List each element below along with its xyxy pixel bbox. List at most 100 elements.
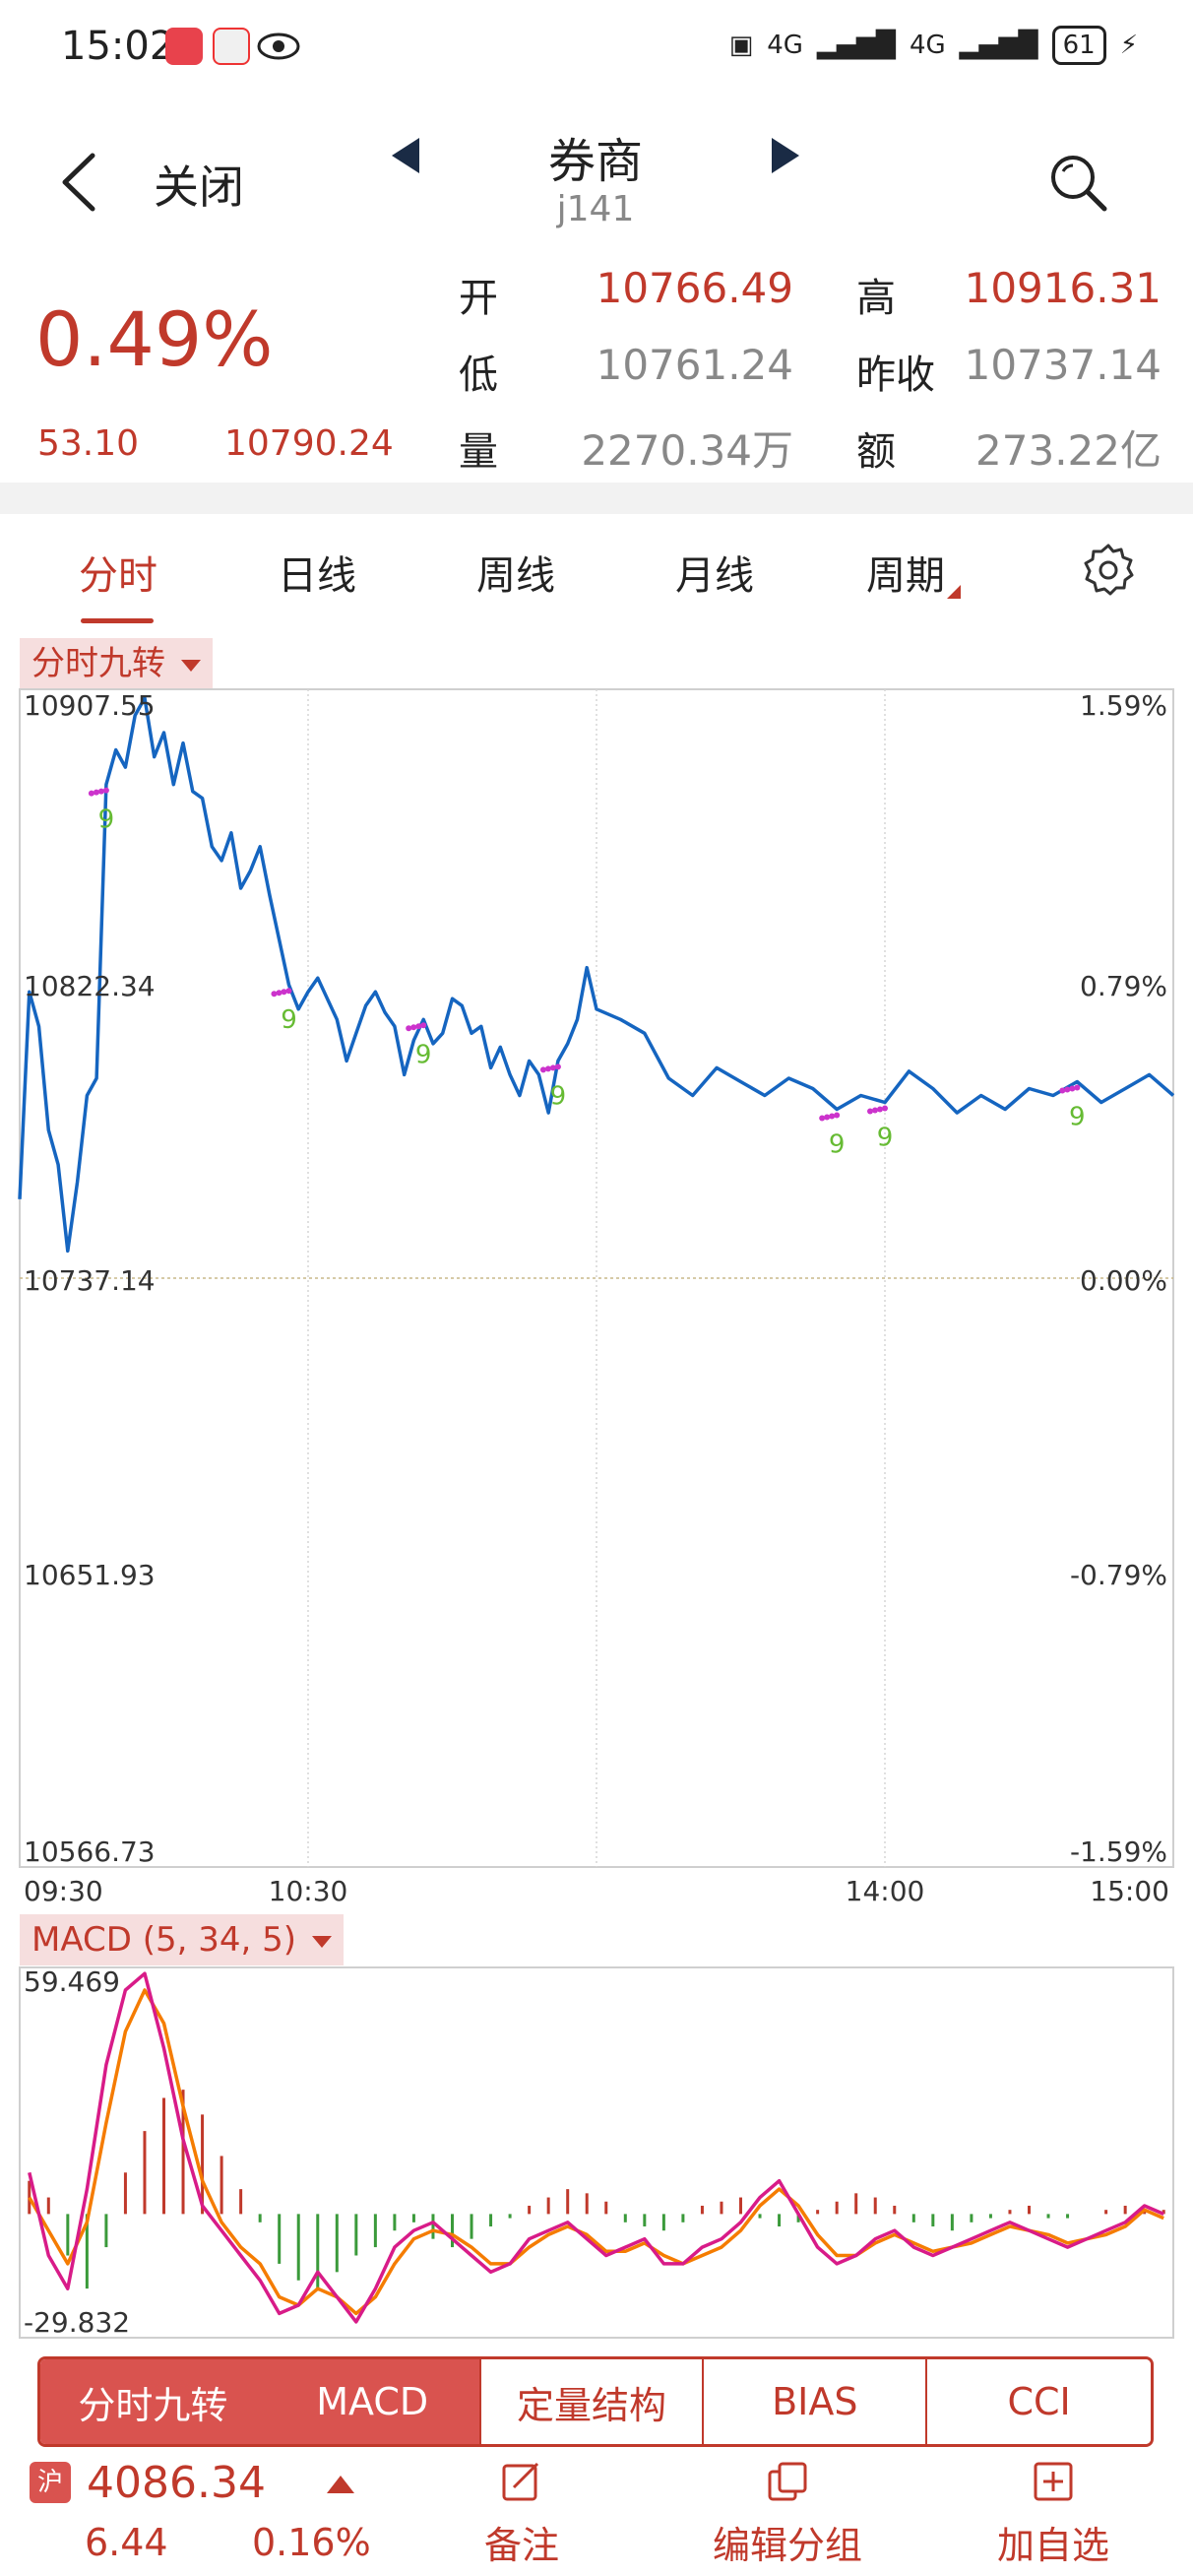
header: 关闭 券商 j141 (0, 108, 1193, 256)
nine-turn-marker: 9 (829, 1130, 846, 1160)
tab-weekly[interactable]: 周线 (476, 553, 555, 599)
signal-dot (285, 988, 292, 995)
main-indicator-label: 分时九转 (31, 644, 165, 683)
up-arrow-icon (327, 2476, 354, 2493)
signal-dot (276, 990, 283, 997)
signal-dot (1074, 1084, 1081, 1091)
tab-macd[interactable]: MACD (265, 2359, 481, 2444)
tab-nine-turn[interactable]: 分时九转 (40, 2359, 266, 2444)
price-line (18, 696, 1175, 1254)
search-icon[interactable] (1043, 148, 1112, 217)
sub-indicator-label: MACD (5, 34, 5) (31, 1920, 297, 1960)
prev-close-value: 10737.14 (964, 341, 1162, 389)
y-axis-right-tick: 0.79% (1080, 970, 1167, 1002)
next-stock-icon[interactable] (766, 132, 805, 179)
macd-dea-line (28, 1988, 1164, 2316)
signal-dot (281, 989, 287, 996)
macd-chart-grid (19, 1966, 1174, 2339)
copy-group-icon (768, 2462, 807, 2501)
signal-dot (102, 787, 109, 794)
previous-stock-icon[interactable] (386, 132, 425, 179)
eye-icon (257, 32, 300, 60)
signal-dot (93, 789, 99, 796)
macd-chart-labels: 59.469 -29.832 (24, 1965, 130, 2339)
y-axis-right-tick: 1.59% (1080, 689, 1167, 722)
open-value: 10766.49 (596, 264, 793, 312)
change-amount: 53.10 (37, 423, 140, 464)
tab-quant-structure[interactable]: 定量结构 (480, 2359, 705, 2444)
stock-code: j141 (556, 189, 635, 229)
tab-intraday[interactable]: 分时 (79, 553, 157, 599)
chevron-down-icon (181, 659, 201, 672)
signal-dot (539, 1066, 546, 1073)
app-notification-icon (165, 28, 203, 65)
change-percent: 0.49% (35, 295, 274, 383)
network-label: 4G (767, 31, 803, 60)
note-button[interactable]: 备注 (423, 2450, 620, 2569)
shanghai-badge: 沪 (30, 2462, 71, 2503)
x-axis-tick: 09:30 (24, 1875, 103, 1907)
edit-group-button[interactable]: 编辑分组 (689, 2450, 886, 2569)
main-chart-marks: 9 9 9 9 9 9 9 (18, 696, 1175, 1254)
open-label: 开 (459, 276, 498, 321)
signal-dot (872, 1107, 878, 1114)
indicator-tabs: 分时九转 MACD 定量结构 BIAS CCI (37, 2356, 1154, 2447)
tab-daily[interactable]: 日线 (278, 553, 356, 599)
signal-dot (877, 1106, 883, 1113)
tab-period[interactable]: 周期 (866, 553, 945, 599)
signal-dot (882, 1105, 888, 1112)
back-arrow-icon[interactable] (51, 148, 110, 217)
nine-turn-marker: 9 (415, 1040, 432, 1069)
sub-indicator-selector[interactable]: MACD (5, 34, 5) (20, 1914, 345, 1965)
signal-dot (420, 1022, 427, 1029)
main-indicator-selector[interactable]: 分时九转 (20, 638, 213, 689)
edit-group-label: 编辑分组 (712, 2524, 862, 2567)
add-watchlist-label: 加自选 (996, 2524, 1109, 2567)
last-price: 10790.24 (224, 423, 394, 464)
signal-dot (834, 1112, 841, 1119)
signal-dot (824, 1114, 831, 1121)
chart-canvas[interactable]: 9 9 9 9 9 9 9 10907.55 10822.34 10737.14 10651.93… (0, 0, 1193, 2344)
signal-dot (88, 790, 94, 797)
period-dropdown-icon (947, 585, 961, 599)
bottom-bar: 沪 4086.34 6.44 0.16% 备注 编辑分组 加自选 (0, 2450, 1193, 2576)
signal-dot (1064, 1086, 1071, 1093)
signal-dot (554, 1063, 561, 1070)
signal-icon: ▂▄▆█ (959, 31, 1038, 60)
macd-chart-frame (19, 1966, 1174, 2339)
y-axis-left-tick: 10566.73 (24, 1835, 156, 1868)
y-axis-right-tick: -0.79% (1070, 1559, 1167, 1591)
x-axis-tick: 10:30 (269, 1875, 348, 1907)
tab-bias[interactable]: BIAS (704, 2359, 928, 2444)
y-axis-left-tick: 10737.14 (24, 1264, 156, 1297)
gear-icon[interactable] (1081, 542, 1136, 597)
signal-dot (1059, 1087, 1066, 1094)
macd-y-min-tick: -29.832 (24, 2306, 130, 2339)
note-label: 备注 (483, 2524, 559, 2567)
signal-dot (867, 1108, 873, 1115)
macd-chart-marks (28, 1971, 1165, 2324)
app-notification-icon (213, 28, 250, 65)
index-price[interactable]: 4086.34 (87, 2458, 266, 2508)
signal-dot (819, 1115, 826, 1122)
signal-dot (1069, 1085, 1076, 1092)
tab-cci[interactable]: CCI (927, 2359, 1151, 2444)
signal-dot (410, 1024, 417, 1031)
nfc-icon: ▣ (728, 31, 754, 60)
network-label: 4G (909, 31, 946, 60)
signal-icon: ▂▄▆█ (816, 31, 896, 60)
active-tab-indicator (81, 618, 154, 623)
signal-dot (544, 1065, 551, 1072)
macd-y-max-tick: 59.469 (24, 1965, 120, 1998)
chevron-down-icon (312, 1935, 333, 1948)
add-box-icon (1034, 2462, 1073, 2501)
close-button[interactable]: 关闭 (154, 161, 244, 214)
macd-dif-line (28, 1971, 1164, 2324)
period-tabs: 分时 日线 周线 月线 周期 (0, 532, 1193, 630)
tab-monthly[interactable]: 月线 (675, 553, 754, 599)
system-status-icons: ▣ 4G ▂▄▆█ 4G ▂▄▆█ 61 ⚡ (729, 26, 1138, 65)
amount-label: 额 (856, 429, 896, 475)
nine-turn-marker: 9 (877, 1124, 894, 1153)
add-watchlist-button[interactable]: 加自选 (955, 2450, 1152, 2569)
signal-dot (549, 1064, 556, 1071)
